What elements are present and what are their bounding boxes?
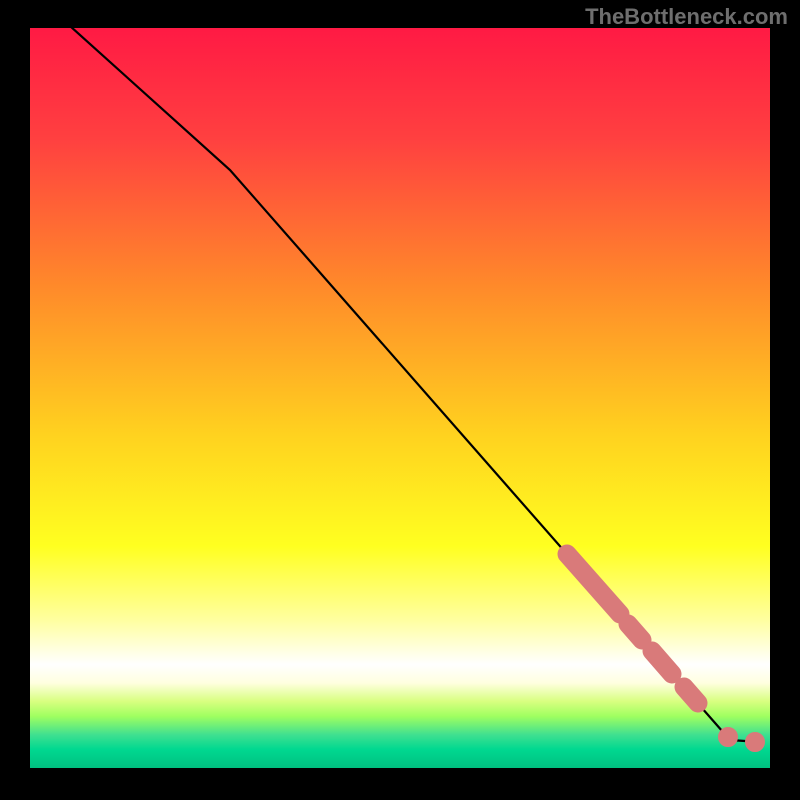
marker-dot [746,733,765,752]
marker-dot [719,728,738,747]
chart-svg [0,0,800,800]
highlight-segment [628,624,642,640]
watermark-text: TheBottleneck.com [585,4,788,30]
chart-container: TheBottleneck.com [0,0,800,800]
highlight-segment [684,687,698,703]
